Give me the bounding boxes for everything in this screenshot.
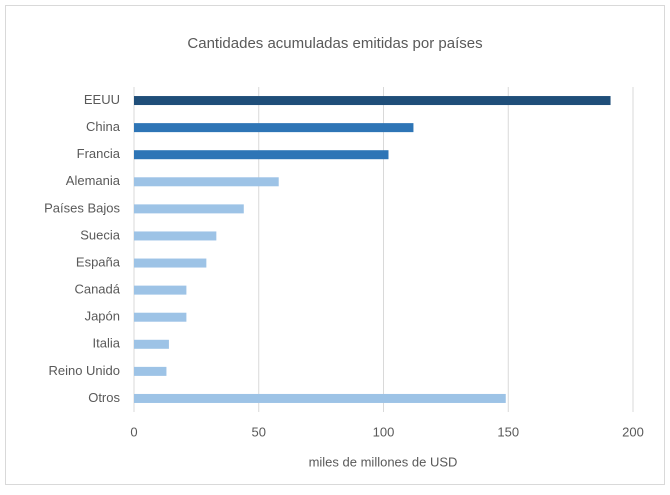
chart-frame [5,5,665,485]
y-tick-label: Suecia [80,227,121,242]
bar [134,366,167,376]
y-tick-label: Alemania [66,173,121,188]
bar [134,150,389,160]
y-tick-label: Francia [77,146,121,161]
bar [134,339,169,349]
y-tick-label: Países Bajos [44,200,120,215]
y-tick-label: España [76,254,121,269]
bar [134,96,611,106]
y-tick-label: Reino Unido [48,363,120,378]
y-tick-label: Japón [85,309,120,324]
bar [134,177,279,187]
y-tick-label: Canadá [74,282,120,297]
chart-title: Cantidades acumuladas emitidas por paíse… [187,35,482,52]
x-tick-label: 100 [373,424,395,439]
bar [134,393,506,403]
bar [134,123,414,133]
bar [134,204,244,214]
bar [134,258,207,268]
bar [134,312,187,322]
bar [134,231,217,241]
x-tick-label: 150 [497,424,519,439]
y-tick-label: Otros [88,390,120,405]
x-tick-label: 50 [252,424,266,439]
x-axis-title: miles de millones de USD [309,454,458,469]
bar [134,285,187,295]
y-tick-label: Italia [93,336,121,351]
x-tick-label: 0 [130,424,137,439]
y-tick-label: China [86,119,121,134]
x-tick-label: 200 [622,424,644,439]
y-tick-label: EEUU [84,92,120,107]
